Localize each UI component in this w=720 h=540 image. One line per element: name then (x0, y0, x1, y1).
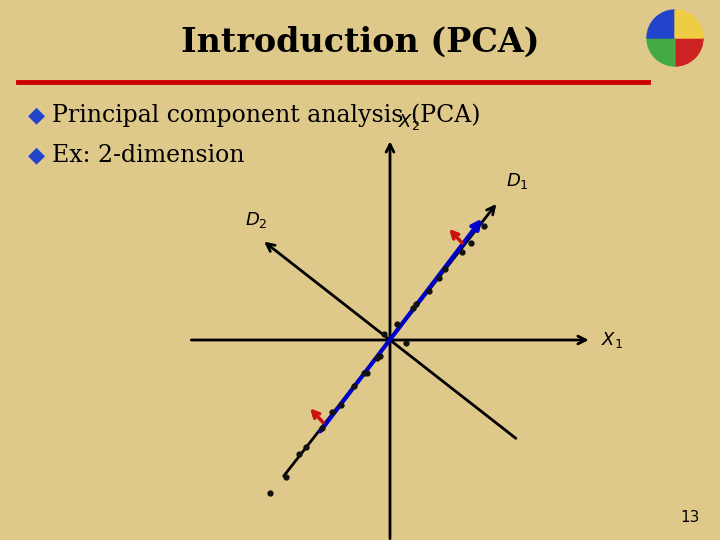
Text: ◆: ◆ (28, 145, 45, 165)
Text: Introduction (PCA): Introduction (PCA) (181, 25, 539, 58)
Text: $X_1$: $X_1$ (600, 330, 623, 350)
Wedge shape (675, 38, 703, 66)
Text: $X_2$: $X_2$ (397, 112, 420, 132)
Text: 13: 13 (680, 510, 700, 525)
Text: Ex: 2-dimension: Ex: 2-dimension (52, 144, 245, 166)
Text: $D_2$: $D_2$ (245, 210, 267, 230)
Wedge shape (647, 38, 675, 66)
Wedge shape (675, 10, 703, 38)
Text: $D_1$: $D_1$ (506, 171, 528, 191)
Text: ◆: ◆ (28, 105, 45, 125)
Text: Principal component analysis (PCA): Principal component analysis (PCA) (52, 103, 480, 127)
Wedge shape (647, 10, 675, 38)
